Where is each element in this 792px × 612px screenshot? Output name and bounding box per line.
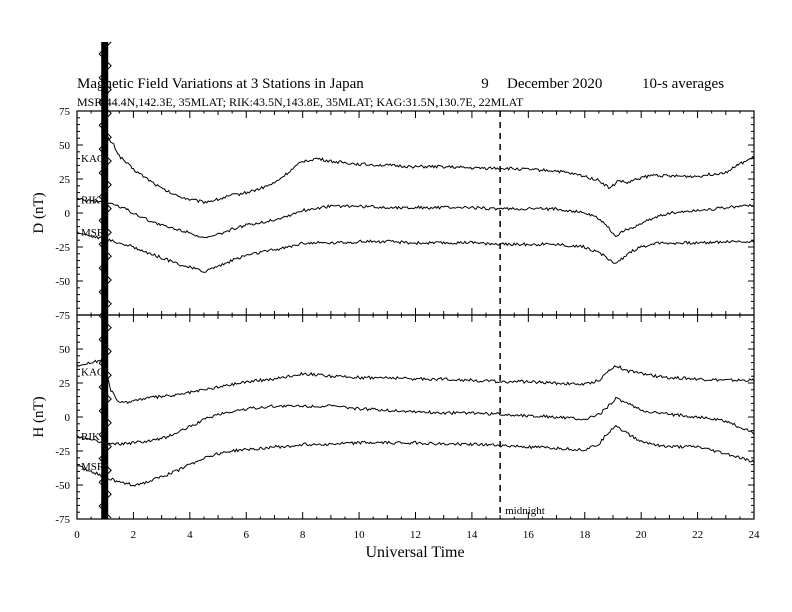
y-tick-label: 25 (59, 378, 71, 390)
x-tick-label: 16 (523, 529, 535, 541)
midnight-label: midnight (505, 505, 545, 517)
panel-frame (76, 314, 755, 520)
chart-averaging: 10-s averages (642, 76, 724, 92)
y-tick-label: 50 (59, 140, 71, 152)
x-tick-label: 12 (410, 529, 421, 541)
x-tick-label: 10 (354, 529, 366, 541)
panel-frame (76, 110, 755, 316)
x-tick-label: 22 (692, 529, 703, 541)
x-tick-label: 8 (300, 529, 306, 541)
series-line-kag (76, 357, 755, 405)
chart-subtitle: MSR:44.4N,142.3E, 35MLAT; RIK:43.5N,143.… (77, 95, 524, 109)
chart-date-day: 9 (481, 76, 489, 92)
x-tick-label: 6 (244, 529, 250, 541)
x-tick-label: 20 (636, 529, 648, 541)
series-line-rik (76, 197, 755, 239)
y-tick-label: 25 (59, 174, 71, 186)
panel-0: 75 50 25 0 -25 -50 -75 D (nT) KAG RIK MSR (31, 106, 755, 322)
x-tick-label: 14 (466, 529, 478, 541)
series-label-msr: MSR (81, 461, 105, 473)
series-label-rik: RIK (81, 194, 100, 206)
series-label-msr: MSR (81, 227, 105, 239)
series-line-msr (76, 230, 755, 273)
chart-date: December 2020 (507, 76, 602, 92)
x-tick-label: 2 (131, 529, 137, 541)
y-tick-label: 50 (59, 344, 71, 356)
y-tick-label: -25 (55, 446, 70, 458)
spike-oscillation (98, 41, 112, 519)
y-tick-label: 75 (59, 106, 71, 118)
y-tick-label: 0 (65, 412, 71, 424)
series-line-kag (101, 135, 755, 205)
spike-band (101, 42, 109, 519)
y-tick-label: 0 (65, 208, 71, 220)
y-tick-label: -75 (55, 514, 70, 526)
panels-group: 75 50 25 0 -25 -50 -75 D (nT) KAG RIK MSR 50 25 0 -25 -… (31, 41, 761, 541)
y-tick-label: -25 (55, 242, 70, 254)
panel-1: 50 25 0 -25 -50 -75 H (nT) KAG RIK MSR (31, 314, 755, 526)
y-tick-label: -50 (55, 276, 70, 288)
y-axis-label: D (nT) (31, 192, 47, 233)
y-tick-label: -75 (55, 310, 70, 322)
chart-title: Magnetic Field Variations at 3 Stations … (77, 76, 364, 92)
series-line-msr (76, 424, 755, 487)
x-tick-label: 4 (187, 529, 193, 541)
x-tick-label: 0 (74, 529, 80, 541)
x-tick-label: 18 (579, 529, 591, 541)
series-label-kag: KAG (81, 153, 105, 165)
x-tick-label: 24 (749, 529, 761, 541)
y-axis-label: H (nT) (31, 396, 47, 437)
x-axis-label: Universal Time (365, 544, 464, 561)
series-label-rik: RIK (81, 431, 100, 443)
series-line-rik (76, 396, 755, 446)
y-tick-label: -50 (55, 480, 70, 492)
series-label-kag: KAG (81, 366, 105, 378)
